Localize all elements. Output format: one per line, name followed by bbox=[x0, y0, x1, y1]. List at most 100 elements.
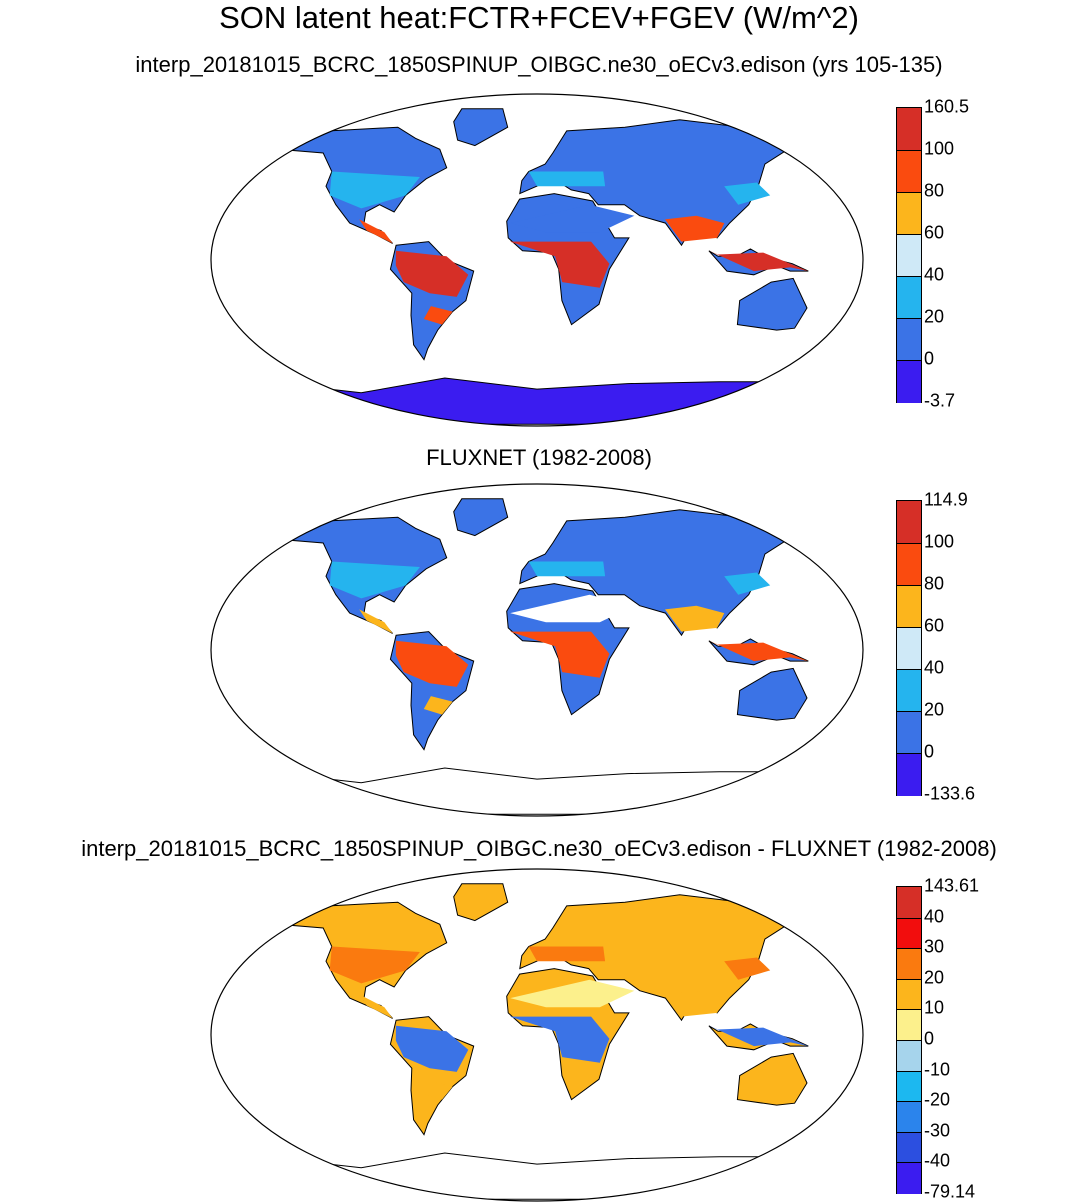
panel-1-subtitle: interp_20181015_BCRC_1850SPINUP_OIBGC.ne… bbox=[135, 52, 943, 77]
continent-australia bbox=[736, 667, 808, 721]
colorbar-label: 60 bbox=[924, 615, 945, 636]
colorbar-label: 10 bbox=[924, 997, 945, 1018]
continent-antarctica bbox=[262, 1152, 812, 1200]
colorbar-label: 0 bbox=[924, 741, 935, 762]
colorbar-label: -79.14 bbox=[924, 1181, 976, 1202]
map-content bbox=[262, 108, 812, 425]
colorbar-label: 40 bbox=[924, 657, 945, 678]
colorbar-label: 40 bbox=[924, 906, 945, 927]
colorbar-swatch bbox=[897, 1162, 921, 1194]
region-tropics bbox=[509, 631, 610, 678]
main-title: SON latent heat:FCTR+FCEV+FGEV (W/m^2) bbox=[219, 0, 859, 35]
region-mid bbox=[528, 561, 606, 577]
region-subtropics bbox=[423, 306, 453, 325]
region-subtropics bbox=[359, 609, 393, 634]
colorbar-label: 20 bbox=[924, 967, 945, 988]
colorbar-swatch bbox=[897, 1040, 921, 1072]
region-mid bbox=[528, 171, 606, 187]
map-content bbox=[262, 883, 812, 1200]
colorbar-label: 0 bbox=[924, 348, 935, 369]
region-tropics bbox=[708, 250, 809, 272]
region-tropics bbox=[395, 250, 469, 297]
region-mid bbox=[329, 946, 420, 984]
panel-1-map bbox=[210, 93, 864, 427]
region-mid bbox=[724, 182, 771, 205]
colorbar-swatch bbox=[897, 1070, 921, 1103]
colorbar-label: -10 bbox=[924, 1059, 951, 1080]
continent-greenland bbox=[453, 498, 509, 537]
map-outline bbox=[210, 93, 864, 427]
continent-greenland bbox=[453, 883, 509, 922]
region-subtropics bbox=[359, 994, 393, 1019]
region-mid bbox=[329, 171, 420, 209]
panel-1-colorbar: 160.5 100 80 60 40 20 0 -3.7 bbox=[896, 97, 969, 411]
map-outline bbox=[210, 483, 864, 817]
region-mid bbox=[329, 561, 420, 599]
colorbar-box bbox=[896, 886, 922, 1194]
colorbar-label: 114.9 bbox=[924, 489, 968, 510]
region-subtropics bbox=[665, 605, 725, 632]
region-dry bbox=[510, 594, 635, 623]
colorbar-label: 40 bbox=[924, 264, 945, 285]
panel-2-map bbox=[210, 483, 864, 817]
region-tropics bbox=[509, 1016, 610, 1063]
colorbar-swatch bbox=[897, 234, 921, 277]
region-dry bbox=[510, 204, 635, 233]
region-subtropics bbox=[359, 219, 393, 244]
region-subtropics bbox=[665, 990, 725, 1017]
colorbar-label: 30 bbox=[924, 936, 945, 957]
colorbar-swatch bbox=[897, 543, 921, 586]
colorbar-swatch bbox=[897, 887, 921, 918]
region-tropics bbox=[395, 640, 469, 687]
continent-greenland bbox=[453, 108, 509, 147]
colorbar-label: 0 bbox=[924, 1028, 935, 1049]
colorbar-swatch bbox=[897, 627, 921, 670]
colorbar-label: -133.6 bbox=[924, 783, 976, 804]
region-subtropics bbox=[665, 215, 725, 242]
colorbar-swatch bbox=[897, 150, 921, 193]
colorbar-label: 80 bbox=[924, 573, 945, 594]
colorbar-swatch bbox=[897, 108, 921, 150]
colorbar-swatch bbox=[897, 1131, 921, 1164]
region-tropics bbox=[708, 640, 809, 662]
colorbar-swatch bbox=[897, 192, 921, 235]
colorbar-swatch bbox=[897, 360, 921, 403]
colorbar-label: 160.5 bbox=[924, 96, 970, 117]
region-subtropics bbox=[423, 696, 453, 715]
region-tropics bbox=[395, 1025, 469, 1072]
colorbar-label: -40 bbox=[924, 1150, 951, 1171]
colorbar-label: 100 bbox=[924, 138, 955, 159]
colorbar-label: 60 bbox=[924, 222, 945, 243]
region-mid bbox=[528, 946, 606, 962]
colorbar-swatch bbox=[897, 669, 921, 712]
colorbar-swatch bbox=[897, 917, 921, 950]
region-subtropics bbox=[423, 1081, 453, 1100]
panel-3-map bbox=[210, 868, 864, 1202]
region-dry bbox=[510, 979, 635, 1008]
colorbar-label: 20 bbox=[924, 306, 945, 327]
continent-australia bbox=[736, 277, 808, 331]
colorbar-swatch bbox=[897, 948, 921, 980]
colorbar-swatch bbox=[897, 585, 921, 628]
colorbar-swatch bbox=[897, 1101, 921, 1133]
region-tropics bbox=[708, 1025, 809, 1047]
continent-antarctica bbox=[262, 767, 812, 815]
panel-3-colorbar: 143.61 40 30 20 10 0 -10 -20 -30 -40 -79.14 bbox=[896, 876, 979, 1202]
colorbar-label: -20 bbox=[924, 1089, 951, 1110]
colorbar-box bbox=[896, 107, 922, 403]
region-tropics bbox=[509, 241, 610, 288]
region-mid bbox=[724, 957, 771, 980]
colorbar-swatch bbox=[897, 276, 921, 319]
colorbar-swatch bbox=[897, 318, 921, 361]
colorbar-swatch bbox=[897, 711, 921, 754]
continent-australia bbox=[736, 1052, 808, 1106]
colorbar-label: 100 bbox=[924, 531, 955, 552]
continent-antarctica bbox=[262, 377, 812, 425]
colorbar-label: 143.61 bbox=[924, 875, 980, 896]
panel-2-colorbar: 114.9 100 80 60 40 20 0 -133.6 bbox=[896, 490, 975, 804]
map-outline bbox=[210, 868, 864, 1202]
colorbar-label: 80 bbox=[924, 180, 945, 201]
colorbar-label: -30 bbox=[924, 1120, 951, 1141]
panel-2-subtitle: FLUXNET (1982-2008) bbox=[426, 445, 652, 470]
colorbar-box bbox=[896, 500, 922, 796]
